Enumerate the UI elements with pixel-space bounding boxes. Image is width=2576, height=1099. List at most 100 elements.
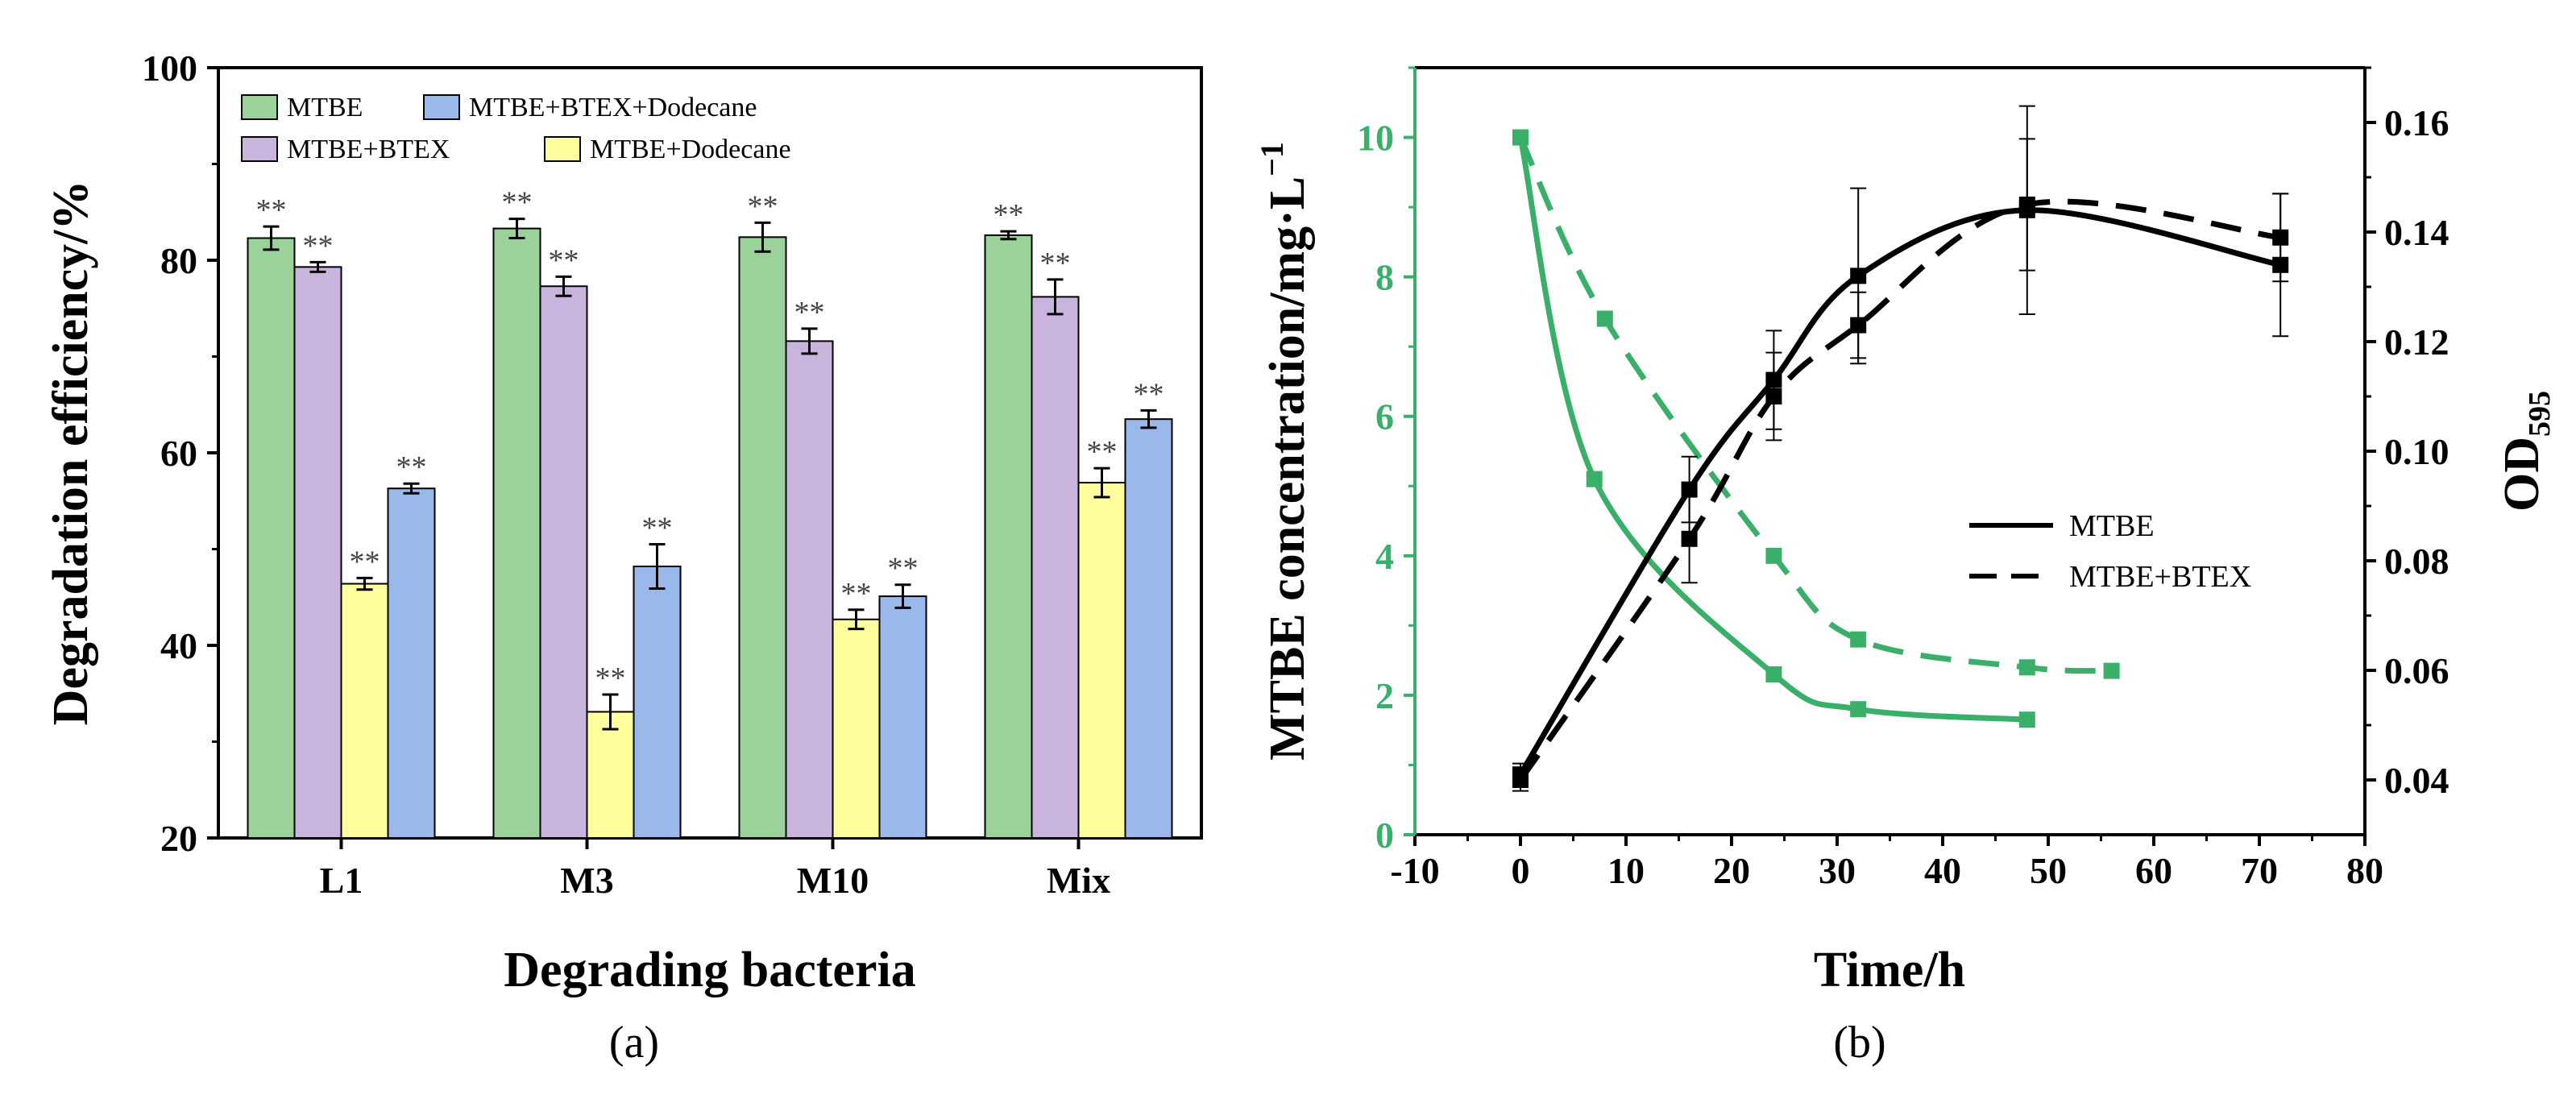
bar	[738, 236, 787, 839]
legend-b: MTBE MTBE+BTEX	[1969, 509, 2251, 594]
significance-label: **	[1134, 377, 1164, 411]
left-y-axis-label-text: MTBE concentration/mg·L	[1260, 176, 1315, 761]
significance-label: **	[748, 189, 778, 223]
data-point	[1850, 267, 1867, 284]
left-y-tick-label-b: 2	[1375, 675, 1394, 716]
bar	[247, 237, 296, 839]
data-point	[2272, 229, 2289, 246]
legend-label-mtbe-dodecane: MTBE+Dodecane	[590, 135, 791, 164]
y-axis-label-a: Degradation efficiency/%	[44, 180, 98, 726]
x-tick-label-b: 10	[1607, 850, 1645, 891]
significance-label: **	[256, 193, 287, 227]
bar	[832, 618, 881, 839]
x-tick-label-b: 50	[2030, 850, 2067, 891]
legend-label-b-mtbe: MTBE	[2069, 509, 2155, 543]
data-point	[1586, 471, 1603, 487]
series-line	[1517, 136, 2028, 723]
significance-label: **	[1040, 247, 1071, 280]
data-point	[1681, 530, 1698, 547]
bar	[785, 340, 834, 839]
bar	[492, 227, 541, 839]
legend-label-mtbe: MTBE	[287, 93, 363, 122]
legend-label-mtbe-btex-dodecane: MTBE+BTEX+Dodecane	[469, 93, 757, 122]
x-axis-ticks-b: -10 0 10 20 30 40 50 60 70 80	[1390, 835, 2383, 891]
significance-label: **	[888, 552, 919, 586]
legend-label-b-mtbe-btex: MTBE+BTEX	[2069, 560, 2251, 594]
left-y-tick-label-b: 6	[1375, 396, 1394, 438]
data-point	[1765, 547, 1782, 564]
significance-label: **	[794, 296, 825, 330]
right-y-tick-label-b: 0.16	[2384, 102, 2449, 143]
y-tick-label-a: 80	[160, 240, 197, 281]
x-axis-ticks-a: L1 M3 M10 Mix	[320, 838, 1110, 901]
significance-label: **	[642, 512, 673, 545]
x-tick-label-b: 60	[2135, 850, 2172, 891]
legend-label-mtbe-btex: MTBE+BTEX	[287, 135, 450, 164]
significance-label: **	[502, 186, 533, 220]
x-tick-label-a: M3	[560, 860, 613, 901]
data-point	[2018, 659, 2035, 676]
data-point	[1512, 129, 1529, 146]
x-tick-label-a: Mix	[1047, 860, 1110, 901]
significance-label: **	[595, 661, 626, 695]
legend-swatch-mtbe-dodecane	[544, 136, 581, 162]
x-tick-label-b: -10	[1390, 850, 1439, 891]
x-tick-label-a: L1	[320, 860, 363, 901]
bar	[387, 487, 436, 840]
y-tick-label-a: 20	[160, 818, 197, 859]
legend-a: MTBE MTBE+BTEX+Dodecane MTBE+BTEX MTBE+D…	[241, 93, 791, 164]
bar	[1031, 296, 1080, 840]
left-y-tick-label-b: 4	[1375, 536, 1394, 577]
bar	[633, 566, 682, 839]
significance-label: **	[303, 229, 334, 263]
legend-swatch-mtbe	[241, 94, 278, 120]
x-axis-label-b: Time/h	[1814, 943, 1965, 997]
data-point	[1681, 481, 1698, 498]
bar	[586, 711, 635, 840]
right-y-tick-label-b: 0.08	[2384, 541, 2449, 582]
bars-a: ** ** ** ** ** ** ** ** ** ** ** ** ** ** ** **	[247, 186, 1173, 840]
legend-swatch-mtbe-btex	[241, 136, 278, 162]
data-point	[2103, 662, 2120, 679]
left-y-axis-label-b: MTBE concentration/mg·L−1	[1254, 142, 1315, 761]
bar	[340, 583, 389, 840]
right-y-tick-label-b: 0.04	[2384, 760, 2449, 801]
left-y-tick-label-b: 10	[1357, 118, 1394, 159]
legend-swatch-mtbe-btex-dodecane	[423, 94, 460, 120]
right-y-tick-label-b: 0.10	[2384, 431, 2449, 472]
bar	[984, 234, 1033, 839]
right-y-axis-ticks-b: 0.04 0.06 0.08 0.10 0.12 0.14 0.16	[2365, 66, 2449, 801]
x-tick-label-b: 20	[1713, 850, 1750, 891]
significance-label: **	[549, 243, 579, 277]
series-b	[1512, 105, 2289, 792]
y-axis-ticks-a: 20 40 60 80 100	[142, 48, 218, 859]
significance-label: **	[993, 198, 1024, 232]
data-point	[2018, 197, 2035, 213]
series-line	[1518, 198, 2281, 782]
right-y-axis-label-subscript: 595	[2523, 391, 2557, 437]
x-tick-label-b: 80	[2346, 850, 2383, 891]
x-tick-label-a: M10	[797, 860, 869, 901]
data-point	[1512, 772, 1529, 788]
caption-a: (a)	[609, 1018, 659, 1068]
x-tick-label-b: 40	[1924, 850, 1961, 891]
caption-b: (b)	[1833, 1018, 1885, 1068]
data-point	[2018, 711, 2035, 728]
significance-label: **	[350, 545, 380, 579]
series-line	[1517, 207, 2281, 776]
data-point	[1765, 388, 1782, 404]
right-y-tick-label-b: 0.06	[2384, 650, 2449, 691]
significance-label: **	[1087, 435, 1118, 469]
left-y-tick-label-b: 8	[1375, 257, 1394, 298]
left-y-axis-ticks-b: 0 2 4 6 8 10	[1357, 66, 1415, 856]
right-y-tick-label-b: 0.14	[2384, 212, 2449, 253]
y-tick-label-a: 100	[142, 48, 197, 89]
y-tick-label-a: 60	[160, 433, 197, 474]
bar	[1077, 482, 1126, 839]
left-y-axis-label-superscript: −1	[1254, 142, 1290, 176]
bar	[539, 285, 588, 839]
right-y-axis-label-b: OD595	[2495, 391, 2557, 512]
left-y-tick-label-b: 0	[1375, 815, 1394, 856]
